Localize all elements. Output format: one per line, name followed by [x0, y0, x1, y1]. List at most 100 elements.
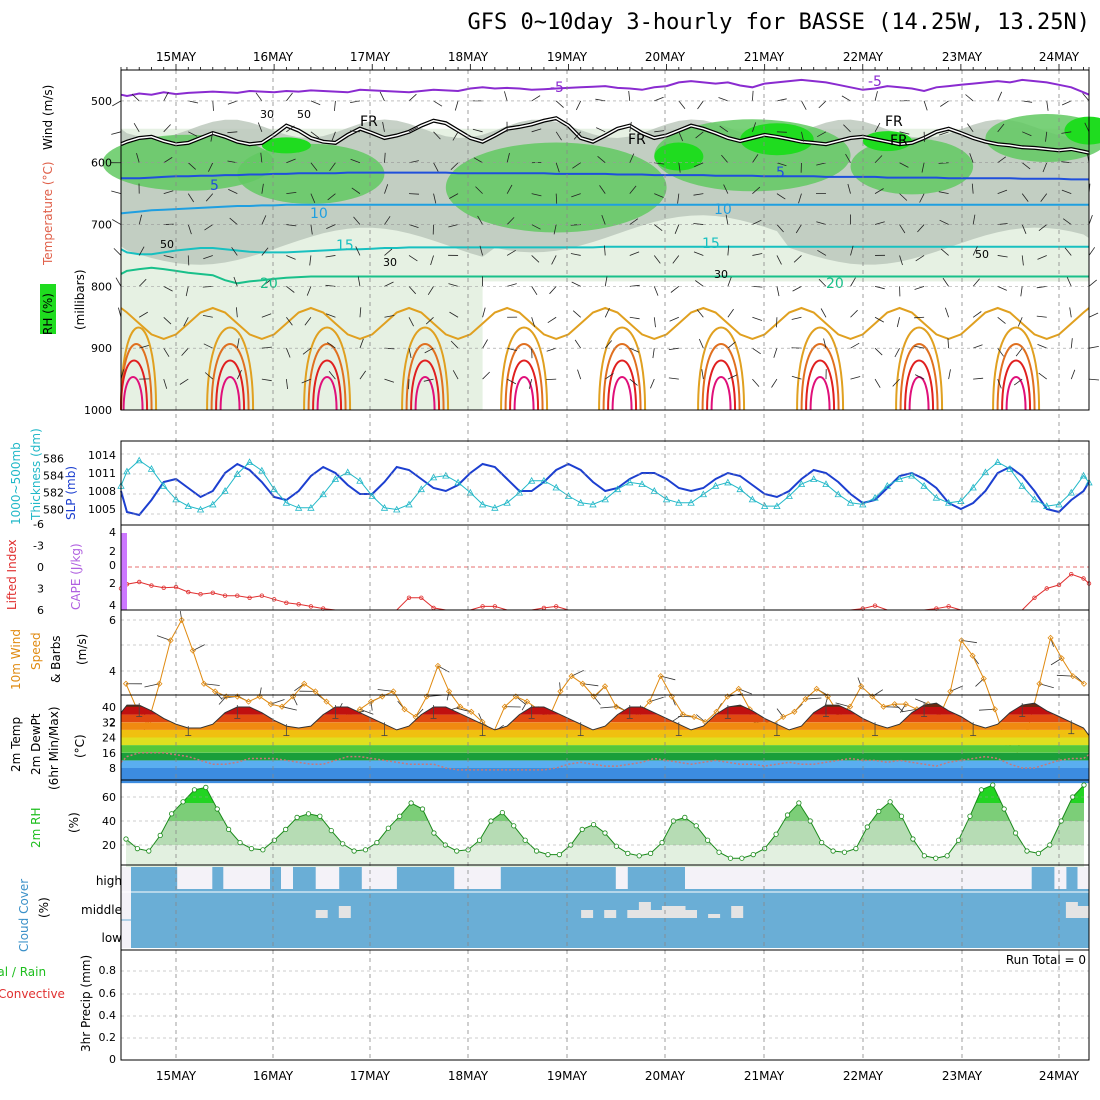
rh-point [841, 849, 848, 855]
thickness-point [196, 505, 205, 513]
rh-point [556, 851, 562, 858]
wind-barb [776, 286, 780, 297]
wind-barb [233, 276, 238, 287]
date-label-bottom: 21MAY [744, 1069, 785, 1083]
wind-speed-point [122, 680, 130, 687]
wind-barb [1046, 100, 1049, 111]
rh-saturated-core [261, 137, 311, 154]
rh-point [716, 849, 722, 855]
lifted-index-tick: 0 [37, 561, 44, 574]
wind-barb [997, 255, 1008, 258]
thickness-point [503, 498, 511, 506]
wind-barb [1036, 315, 1047, 318]
wind-barb [204, 372, 214, 380]
near-surface-isotherm [303, 326, 352, 411]
wind-speed-point [234, 693, 241, 700]
wind-speed-point [601, 683, 609, 690]
wind-barb [1015, 347, 1023, 357]
wind-barb [506, 378, 517, 385]
wind-barb [1088, 247, 1096, 256]
thickness-point [405, 500, 413, 508]
wind-barb [570, 253, 581, 256]
thickness-point [527, 476, 536, 484]
wind-barb [899, 224, 906, 234]
wind-barb [997, 285, 1007, 291]
wind-speed-point [1080, 680, 1088, 687]
lifted-index-tick: 6 [37, 604, 44, 617]
high-clear [731, 867, 744, 889]
wind-barb [752, 285, 763, 288]
wind-speed-point [557, 688, 564, 695]
wind-barb [997, 123, 1005, 133]
wind-barb [351, 187, 361, 194]
wind-barb [574, 339, 582, 349]
near-surface-isotherm [120, 359, 149, 411]
rh-point [226, 826, 232, 833]
high-clear [200, 867, 213, 889]
lifted-index-point [284, 600, 289, 605]
wind-barb [261, 280, 271, 287]
wind-axis-label: Speed [29, 632, 43, 670]
wind-barb [210, 131, 214, 142]
wind-speed-point [379, 693, 386, 700]
middle-cloud [731, 906, 744, 918]
date-label-bottom: 18MAY [448, 1069, 489, 1083]
rh-point [374, 839, 380, 846]
high-clear [488, 867, 501, 889]
middle-cloud [708, 914, 721, 918]
rh-point [328, 827, 334, 834]
wind-barb [133, 122, 140, 133]
middle-cloud [673, 906, 686, 918]
middle-cloud [1065, 902, 1078, 918]
date-label-top: 24MAY [1039, 50, 1080, 64]
wind-barb [776, 98, 787, 102]
thickness-point [908, 471, 916, 479]
wind-barb [874, 122, 881, 133]
wind-barb [227, 100, 238, 105]
wind-barb [227, 131, 238, 134]
wind-barb [723, 184, 729, 194]
wind-barb [449, 193, 459, 199]
near-surface-isotherm [1005, 376, 1027, 411]
isotherm-15 [120, 245, 1089, 256]
wind-speed-point [958, 637, 965, 644]
temp-band [121, 745, 1089, 753]
rh-point [419, 806, 426, 812]
rh-point [294, 814, 300, 821]
wind-barb [449, 311, 459, 318]
thickness-tick: 584 [43, 470, 64, 483]
slp-tick: 1005 [88, 503, 116, 516]
wind-barb [1088, 346, 1099, 349]
wind-barb [286, 158, 296, 164]
wind-barb [997, 91, 1003, 102]
precip-axis-label: 3hr Precip (mm) [79, 955, 93, 1052]
wind-barb [111, 131, 122, 135]
wind-barb [1017, 317, 1023, 327]
rh-point [203, 784, 209, 791]
wind-barb [188, 100, 199, 104]
wind-barb [997, 189, 1008, 195]
wind-barb [359, 307, 362, 318]
wind-speed-point [847, 703, 854, 710]
wind-barb [845, 153, 851, 163]
wind-barb [694, 162, 704, 168]
high-clear [742, 867, 755, 889]
wind-barb [433, 193, 437, 204]
wind-barb [572, 162, 581, 169]
wind-barb [531, 255, 540, 263]
wind-barb [604, 276, 608, 287]
near-surface-isotherm [316, 376, 338, 411]
pressure-axis-label: (millibars) [73, 269, 87, 330]
thickness-point [417, 485, 425, 493]
pressure-tick: 700 [91, 219, 112, 232]
wind-barb [874, 316, 884, 323]
rh-point [260, 847, 266, 853]
high-clear [823, 867, 836, 889]
thickness-point [577, 498, 585, 506]
wind-barb [601, 214, 606, 225]
wind-barb [698, 338, 704, 349]
wind-barb [555, 100, 564, 108]
wind-barb [1021, 224, 1027, 234]
slp-line [120, 462, 1090, 517]
wind-barb [187, 193, 195, 203]
